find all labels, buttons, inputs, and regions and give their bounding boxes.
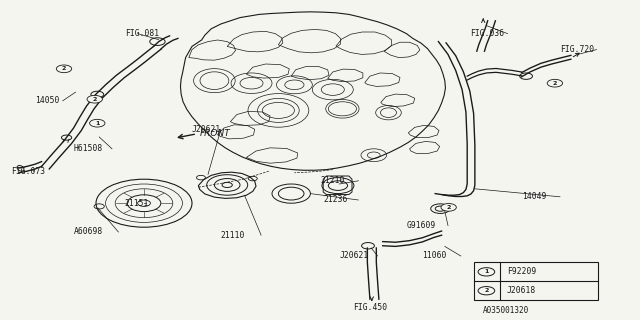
Text: 1: 1 <box>95 121 99 126</box>
Text: 21110: 21110 <box>221 231 245 240</box>
Text: FIG.450: FIG.450 <box>353 303 387 312</box>
Text: 14050: 14050 <box>35 96 60 105</box>
Circle shape <box>138 200 150 206</box>
Text: FRONT: FRONT <box>200 129 230 138</box>
Circle shape <box>87 95 102 103</box>
Text: J20621: J20621 <box>339 252 369 260</box>
Circle shape <box>547 79 563 87</box>
Text: A035001320: A035001320 <box>483 306 529 315</box>
Text: 14049: 14049 <box>522 192 546 201</box>
Circle shape <box>56 65 72 73</box>
Text: 21210: 21210 <box>320 176 344 185</box>
Text: 21236: 21236 <box>323 196 348 204</box>
Text: 2: 2 <box>447 205 451 210</box>
Text: F92209: F92209 <box>507 267 536 276</box>
Text: 2: 2 <box>62 66 66 71</box>
Text: 2: 2 <box>484 288 488 293</box>
Text: FIG.081: FIG.081 <box>125 29 159 38</box>
Text: FIG.036: FIG.036 <box>470 29 504 38</box>
Text: 21151: 21151 <box>125 199 149 208</box>
Text: 1: 1 <box>484 269 488 274</box>
Text: 11060: 11060 <box>422 252 447 260</box>
Text: A60698: A60698 <box>74 228 103 236</box>
Circle shape <box>441 204 456 211</box>
Text: FIG.720: FIG.720 <box>560 45 594 54</box>
Text: 2: 2 <box>553 81 557 86</box>
Text: G91609: G91609 <box>406 221 436 230</box>
Text: 2: 2 <box>93 97 97 102</box>
Circle shape <box>90 119 105 127</box>
Text: FIG.073: FIG.073 <box>12 167 45 176</box>
Text: J20621: J20621 <box>192 125 221 134</box>
Text: H61508: H61508 <box>74 144 103 153</box>
Text: J20618: J20618 <box>507 286 536 295</box>
